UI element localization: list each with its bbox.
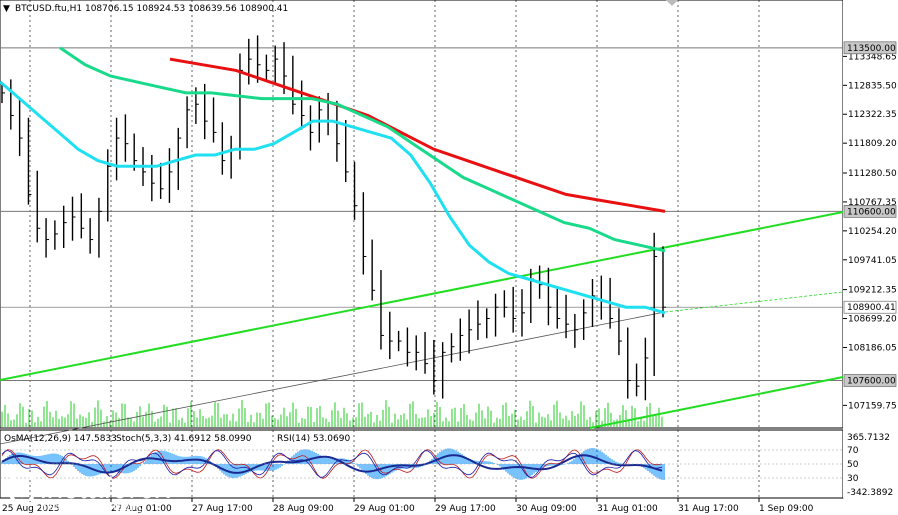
price-tick-label: 110767.35 [848,198,897,208]
price-axis-panel [843,0,898,498]
main-chart-panel[interactable] [0,0,844,429]
time-label: 1 Sep 09:00 [759,504,814,514]
time-label: 31 Aug 17:00 [678,504,739,514]
trend-channel [0,211,844,445]
sub-level-label: 70 [847,446,859,456]
stoch-signal-line [1,450,663,478]
level-box [843,374,897,387]
osma-label: OsMA(12,26,9) 147.5833 [4,434,117,444]
rsi-label: RSI(14) 53.0690 [277,434,350,444]
level-box [843,41,897,55]
channel-lower [589,376,844,429]
price-tick-label: 107159.75 [848,401,897,411]
level-label: 113500.00 [847,44,896,54]
time-label: 30 Aug 09:00 [516,504,577,514]
stoch-label: Stoch(5,3,3) 41.6912 58.0990 [116,434,252,444]
level-label: 107600.00 [847,377,896,387]
rsi-line [1,454,663,474]
chart-menu-icon[interactable]: ▼ [3,4,10,14]
price-tick-label: 110254.20 [848,227,897,237]
time-label: 29 Aug 01:00 [354,504,415,514]
price-tick-label: 112322.35 [848,110,897,120]
time-label: 27 Aug 01:00 [111,504,172,514]
price-axis: 113348.65 112835.50 112322.35 111809.20 1112… [843,41,897,411]
time-label: 25 Aug 2025 [2,504,60,514]
sub-level-label: 50 [847,460,859,470]
price-tick-label: 111809.20 [848,139,897,149]
price-tick-label: 108699.20 [848,315,897,325]
price-level-lines [0,47,843,382]
close-arrow-icon[interactable] [666,0,678,6]
price-tick-label: 112835.50 [848,81,897,91]
ma-cyan-line [0,80,666,315]
sub-level-label: 30 [847,474,859,484]
price-bars [1,35,666,401]
ma-red-line [169,57,666,213]
time-label: 28 Aug 09:00 [273,504,334,514]
brand-name: instaforex [40,472,170,505]
level-box [843,300,897,314]
time-label: 31 Aug 01:00 [597,504,658,514]
time-label: 29 Aug 17:00 [435,504,496,514]
channel-mid [0,311,666,445]
price-tick-label: 113348.65 [848,52,897,62]
level-box [843,205,897,218]
time-label: 27 Aug 17:00 [192,504,253,514]
symbol-info: BTCUSD.ftu,H1 108706.15 108924.53 108639… [15,4,288,14]
level-label: 108900.41 [847,303,896,313]
sub-axis-top: 365.7132 [847,433,890,443]
price-tick-label: 111280.50 [848,169,897,179]
brand-tagline: Instant Forex Trading [40,501,144,513]
watermark: instaforex Instant Forex Trading [6,472,170,513]
channel-upper [0,211,844,381]
sub-axis-bottom: -342.3892 [847,488,893,498]
ma-green-line [59,46,666,253]
level-label: 110600.00 [847,207,896,217]
vertical-grid [29,0,760,498]
volume-histogram [1,400,663,427]
brand-logo-icon [6,472,38,504]
indicator-lines [1,448,665,480]
price-tick-label: 109741.05 [848,256,897,266]
price-tick-label: 108186.05 [848,343,897,353]
time-axis: 25 Aug 2025 27 Aug 01:00 27 Aug 17:00 28 Au… [2,498,814,514]
brand-logo-mark [14,478,30,498]
sub-axis-levels: 70 50 30 [0,446,859,484]
price-tick-label: 109212.35 [848,286,897,296]
